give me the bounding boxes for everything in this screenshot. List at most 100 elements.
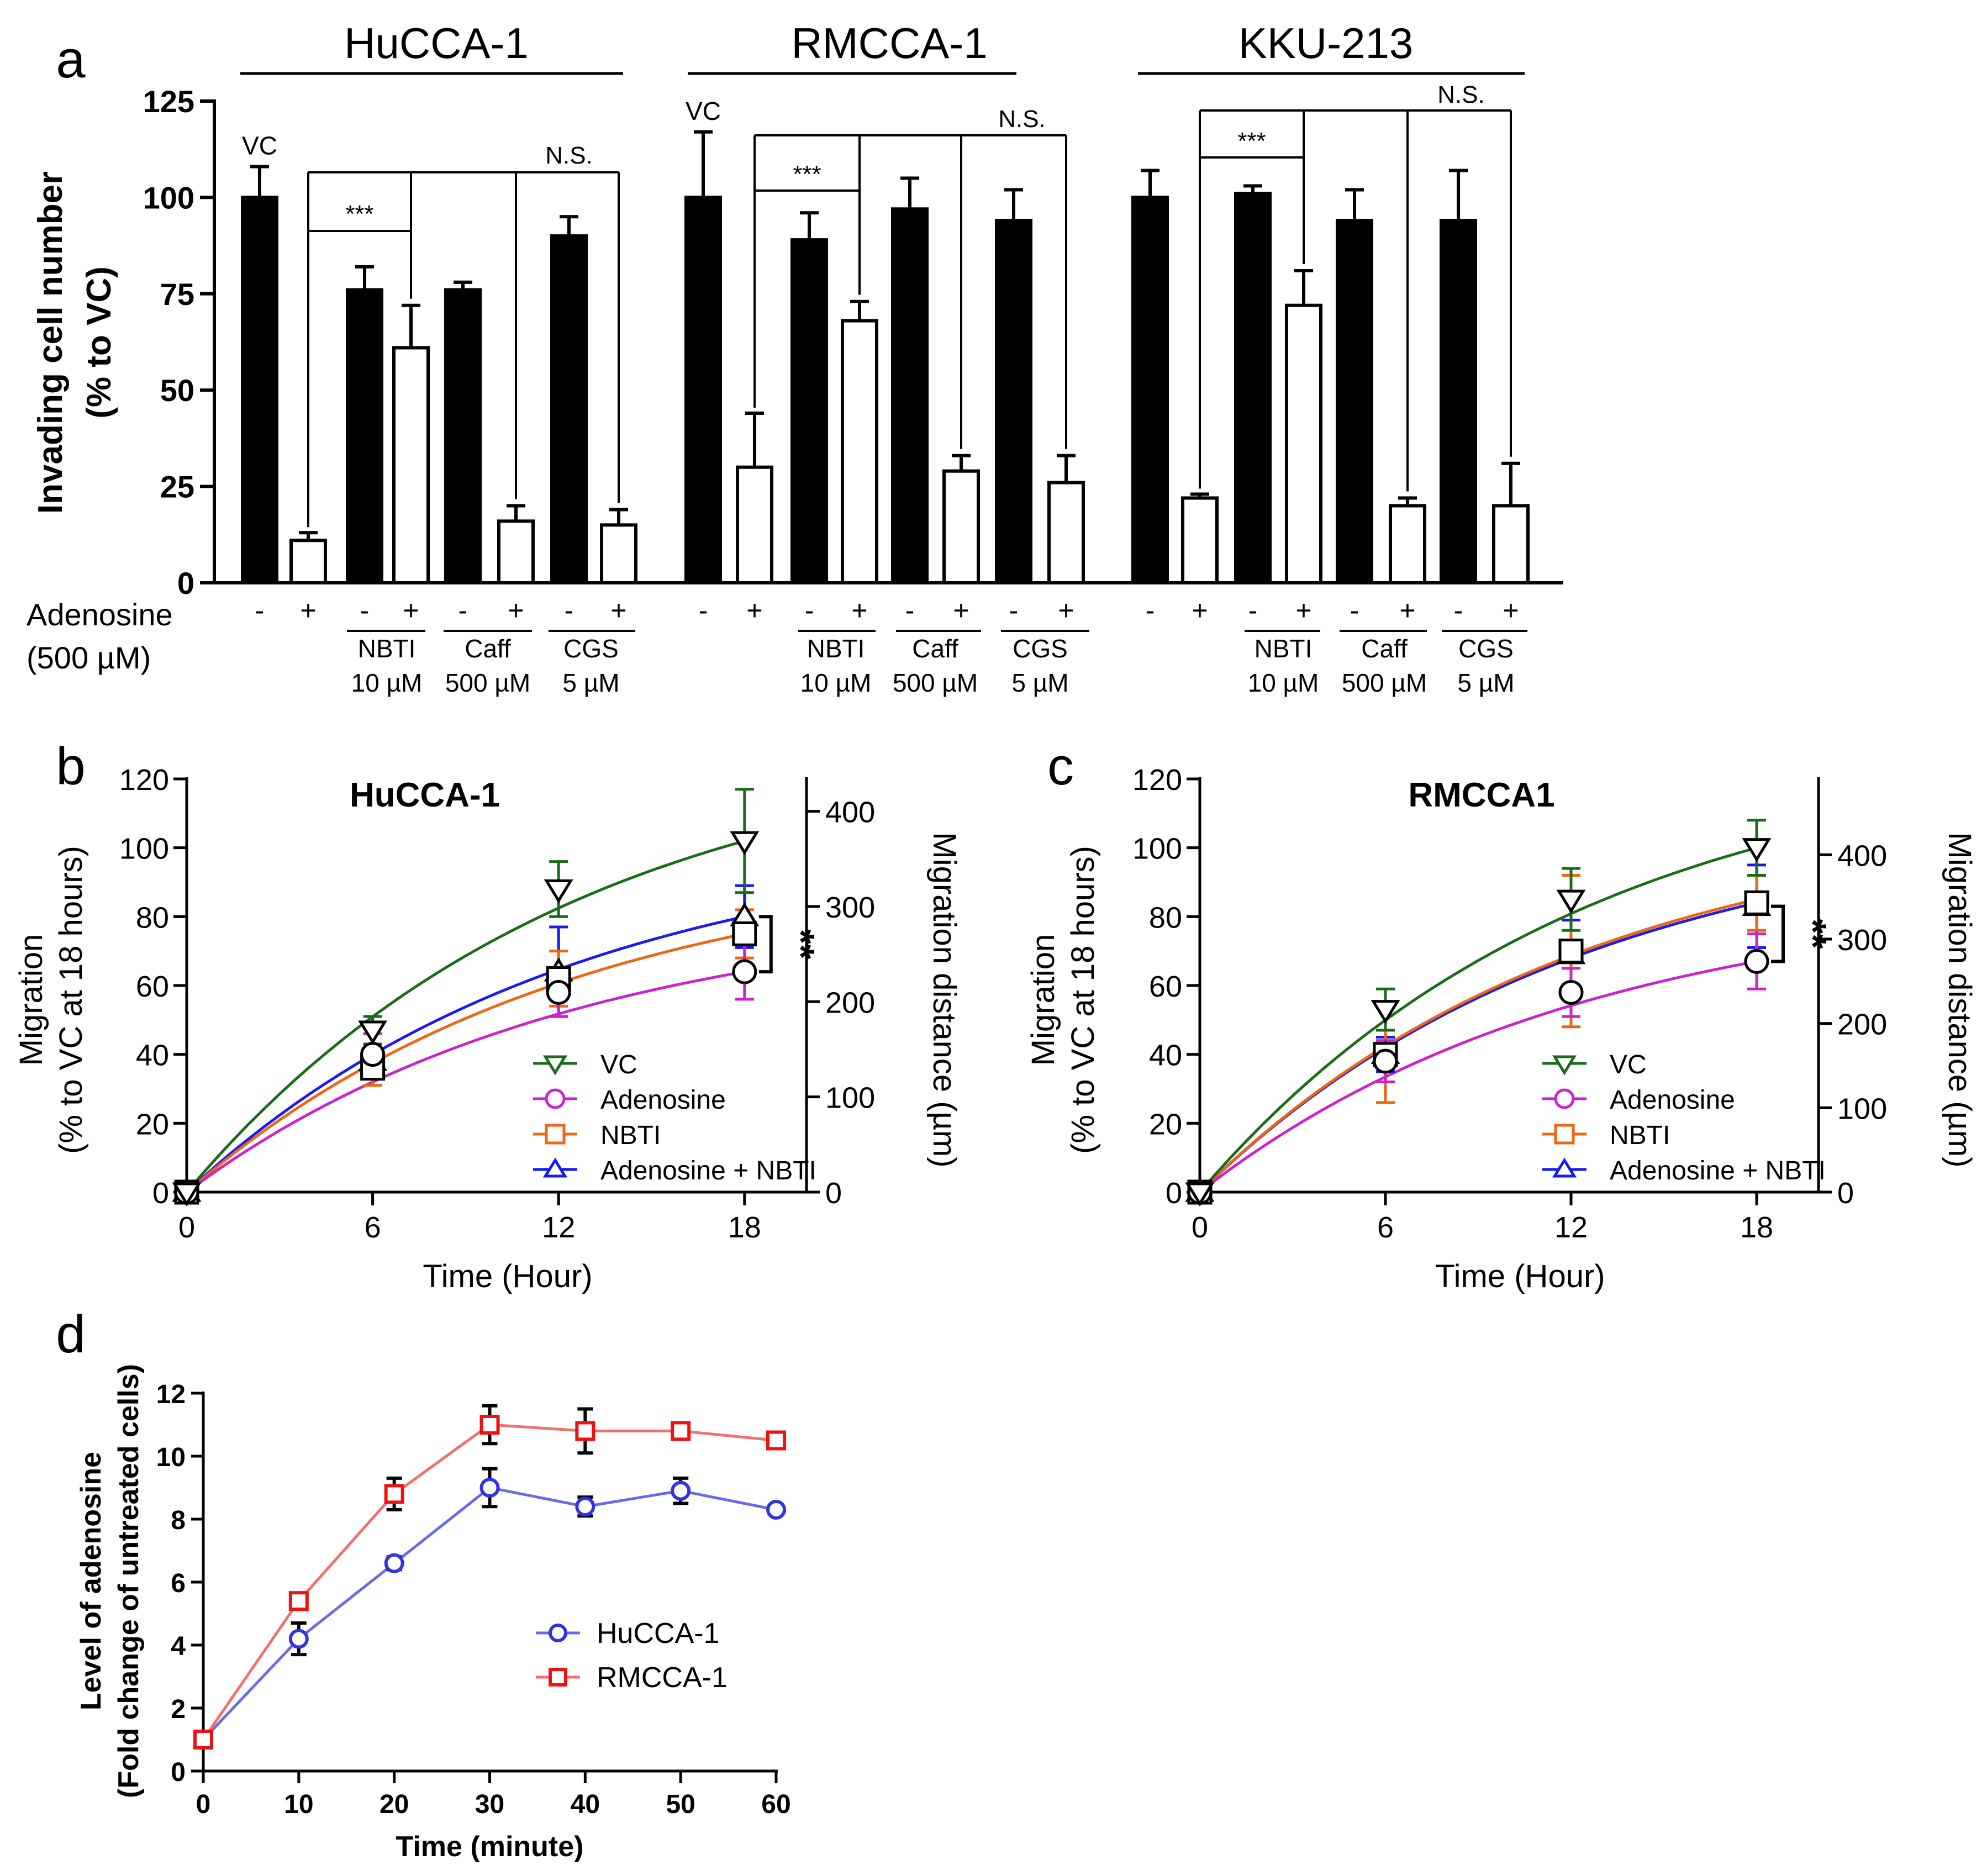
bar [392,346,430,584]
y2-tick-label: 100 [1837,1092,1887,1125]
bar [891,207,929,584]
panel-label-d: d [56,1305,85,1364]
y-axis-title: Level of adenosine [75,1452,107,1710]
y-tick-label: 40 [136,1039,169,1072]
legend-label: VC [600,1050,637,1079]
legend-marker [542,1157,568,1178]
adenosine-sign: + [1058,595,1074,626]
y2-tick-label: 100 [825,1082,875,1115]
treatment-dose: 5 µM [562,668,619,697]
panel-d: d 0 2 4 6 8 10 12 0 10 20 30 40 50 60 Time (minute) Leve… [56,1305,790,1863]
chart-title: HuCCA-1 [350,776,500,814]
data-point [732,959,757,984]
y2-tick-label: 400 [1837,839,1887,872]
y2-tick-label: 200 [825,986,875,1019]
bar [1181,496,1219,585]
data-point [172,1182,202,1206]
y-tick-label: 100 [119,832,169,866]
y-axis-title: Migration [13,934,49,1066]
legend-label: NBTI [600,1121,661,1150]
adenosine-sign: - [699,595,708,626]
data-point [1744,948,1769,974]
bar [444,288,482,584]
legend-label: Adenosine + NBTI [600,1156,816,1185]
adenosine-sign: - [1454,595,1463,626]
treatment-dose: 10 µM [800,668,872,697]
panel-label-a: a [56,30,86,89]
legend-label: VC [1610,1050,1647,1079]
data-point [1185,1182,1215,1206]
treatment-dose: 500 µM [1342,668,1427,697]
bar [995,219,1032,585]
y-tick-label: 100 [1132,832,1182,866]
bar [550,234,588,585]
fit-curve [1199,846,1757,1193]
data-point [1558,979,1584,1005]
y-tick-label: 80 [136,901,169,934]
legend-marker [549,1624,567,1642]
bar [1285,303,1322,585]
legend-marker [1554,1088,1575,1109]
fit-curve [1199,901,1757,1193]
adenosine-sign: + [746,595,762,626]
y2-tick-label: 300 [1837,924,1887,957]
bar-group-hucca-1: HuCCA-1 - + - + - + - + NBTI 10 µM Caff 500 µM CGS 5 µ… [240,19,637,697]
y-axis-title: (% to VC at 18 hours) [53,846,89,1154]
bar [289,539,327,584]
legend-marker [545,1124,566,1145]
panel-a: a 0 25 50 75 100 125 Invading cell number (% to … [27,19,1563,697]
y-tick-label: 80 [1149,901,1182,934]
legend-label: Adenosine + NBTI [1610,1156,1826,1185]
treatment-name: CGS [1013,634,1068,663]
adenosine-sign: - [805,595,814,626]
bar-group-kku-213: KKU-213 - + - + - + - + NBTI 10 µM Caff 500 µM CGS 5 µ… [1131,19,1530,697]
y-tick-label: 0 [171,1758,186,1787]
legend-label: Adenosine [1610,1085,1735,1115]
adenosine-sign: - [1350,595,1359,626]
panel-label-b: b [56,737,85,796]
data-point [730,831,760,855]
data-point [193,1730,213,1749]
bar [1131,196,1169,584]
fit-curve [186,915,745,1193]
data-point [766,1499,786,1520]
data-point [1371,1000,1400,1024]
chart-title: RMCCA1 [1408,776,1554,814]
y-tick-label: 8 [171,1506,186,1535]
adenosine-sign: - [565,595,574,626]
legend-marker [542,1055,568,1076]
data-point [360,1042,386,1067]
adenosine-sign: + [508,595,524,626]
significance-label: *** [793,161,821,188]
treatment-name: CGS [563,634,619,663]
bar [241,196,278,584]
legend-label: NBTI [1610,1121,1670,1150]
ns-label: N.S. [1437,81,1485,108]
y-tick-label: 125 [143,84,194,119]
y-tick-label: 2 [171,1695,186,1724]
data-point [575,1496,595,1517]
x-tick-label: 60 [761,1790,790,1819]
y-tick-label: 12 [156,1380,186,1409]
y-tick-label: 4 [171,1632,186,1661]
fit-curve [186,839,745,1193]
data-point [1556,889,1586,914]
data-point [1742,838,1772,862]
treatment-name: NBTI [807,634,865,663]
adenosine-sign: + [403,595,419,626]
sig-bracket [758,915,773,974]
vc-label: VC [242,131,277,160]
significance-label: *** [345,201,373,228]
y-axis-title: Migration [1025,934,1061,1066]
treatment-name: Caff [465,634,511,663]
y2-tick-label: 200 [1837,1008,1887,1041]
adenosine-sign: - [1248,595,1258,626]
x-tick-label: 30 [475,1790,504,1819]
y-tick-label: 20 [136,1108,169,1141]
x-tick-label: 0 [1192,1211,1208,1244]
x-tick-label: 40 [571,1790,600,1819]
y-axis-title: (% to VC) [80,266,118,419]
x-axis-title: Time (minute) [396,1831,584,1863]
x-tick-label: 20 [380,1790,409,1819]
bar [790,238,828,584]
